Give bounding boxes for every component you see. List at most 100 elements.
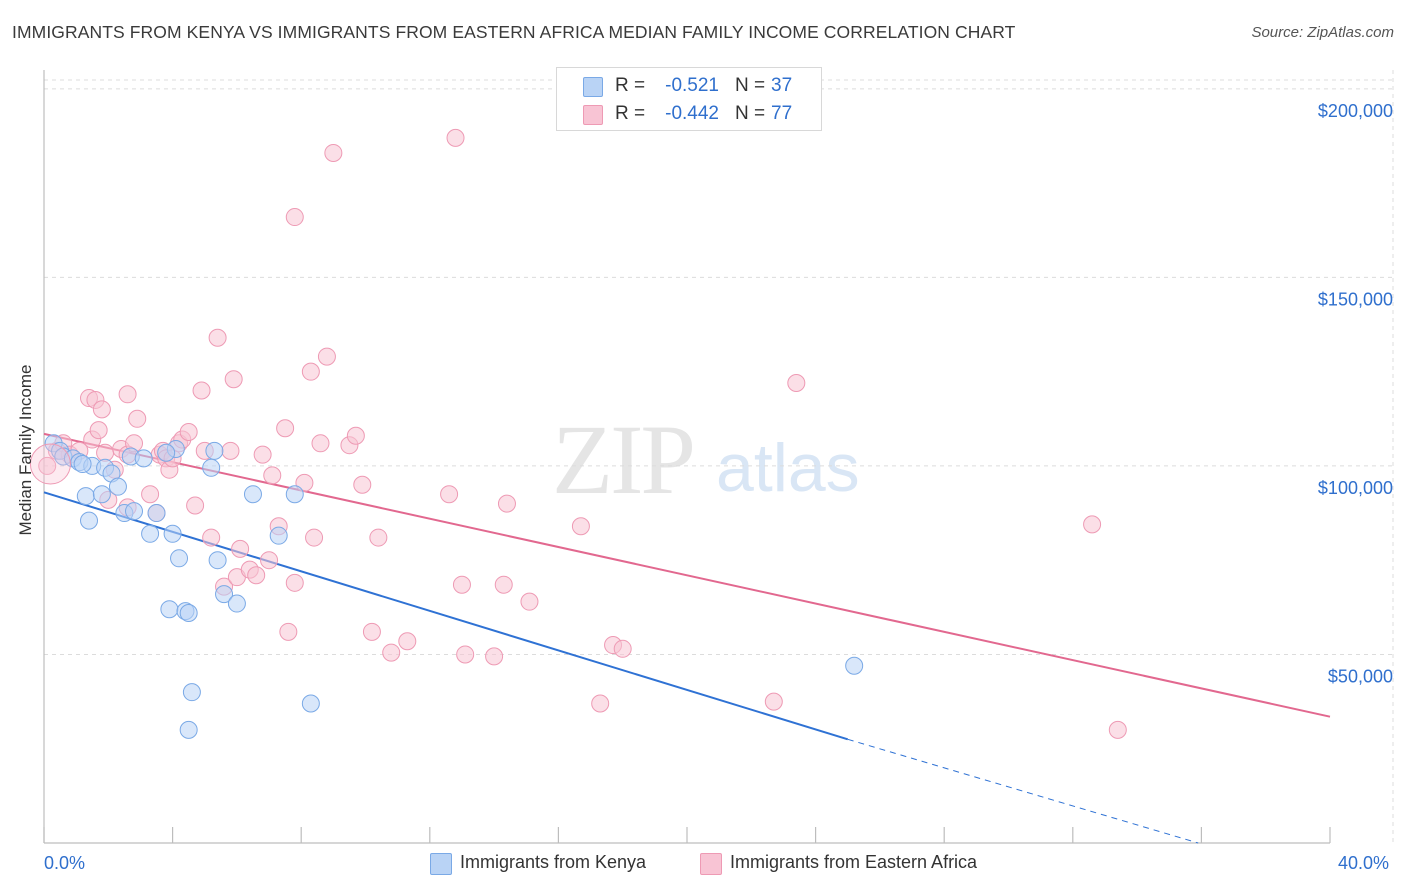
point-eastern-africa — [398, 632, 417, 651]
y-tick-label: $200,000 — [1318, 101, 1393, 121]
stats-row-kenya: R = -0.521 N = 37 — [557, 73, 821, 101]
point-eastern-africa — [208, 328, 227, 347]
point-eastern-africa — [362, 622, 381, 641]
data-points — [29, 128, 1127, 739]
point-eastern-africa — [369, 528, 388, 547]
point-eastern-africa — [440, 485, 459, 504]
point-kenya — [163, 524, 182, 543]
eastern-africa-r-label: R = — [615, 103, 646, 124]
y-axis-title-wrap: Median Family Income — [14, 300, 38, 600]
point-eastern-africa — [279, 622, 298, 641]
y-tick-label: $50,000 — [1328, 666, 1393, 686]
point-eastern-africa — [787, 373, 806, 392]
point-eastern-africa — [263, 466, 282, 485]
kenya-r-value: -0.521 — [665, 75, 719, 96]
point-eastern-africa — [382, 643, 401, 662]
point-kenya — [202, 458, 221, 477]
point-eastern-africa — [276, 419, 295, 438]
eastern-africa-n-label: N = — [735, 103, 766, 124]
tick-labels: $50,000 $100,000 $150,000 $200,000 — [1318, 101, 1393, 687]
point-eastern-africa — [520, 592, 539, 611]
legend-eastern-africa-label: Immigrants from Eastern Africa — [730, 852, 978, 872]
point-kenya — [215, 585, 234, 604]
legend-kenya-label: Immigrants from Kenya — [460, 852, 647, 872]
kenya-n-value: 37 — [771, 75, 793, 96]
point-eastern-africa — [1083, 515, 1102, 534]
x-tick-label-max: 40.0% — [1338, 853, 1390, 873]
point-eastern-africa — [311, 434, 330, 453]
point-eastern-africa — [613, 639, 632, 658]
point-eastern-africa — [231, 539, 250, 558]
x-tick-label-min: 0.0% — [44, 853, 86, 873]
y-axis-title: Median Family Income — [16, 364, 35, 536]
point-eastern-africa — [118, 385, 137, 404]
eastern-africa-swatch — [583, 105, 603, 125]
eastern-africa-n-value: 77 — [771, 103, 793, 124]
point-eastern-africa — [253, 445, 272, 464]
y-tick-label: $150,000 — [1318, 289, 1393, 309]
point-kenya — [157, 443, 176, 462]
point-eastern-africa — [285, 208, 304, 227]
point-kenya — [160, 600, 179, 619]
point-kenya — [227, 594, 246, 613]
point-eastern-africa — [494, 575, 513, 594]
source-label: Source: ZipAtlas.com — [1251, 24, 1394, 41]
point-eastern-africa — [591, 694, 610, 713]
point-kenya — [147, 504, 166, 523]
point-eastern-africa — [128, 409, 147, 428]
point-eastern-africa — [179, 422, 198, 441]
point-eastern-africa — [202, 528, 221, 547]
axes — [43, 70, 1331, 844]
point-eastern-africa — [221, 441, 240, 460]
point-eastern-africa — [260, 551, 279, 570]
point-eastern-africa — [452, 575, 471, 594]
point-eastern-africa — [224, 370, 243, 389]
kenya-swatch — [583, 77, 603, 97]
point-kenya — [845, 656, 864, 675]
point-kenya — [301, 694, 320, 713]
legend-item-eastern-africa[interactable]: Immigrants from Eastern Africa — [700, 852, 1030, 876]
point-eastern-africa — [192, 381, 211, 400]
trendline-eastern-africa — [43, 432, 1331, 718]
point-kenya — [243, 485, 262, 504]
point-kenya — [141, 524, 160, 543]
stats-row-eastern-africa: R = -0.442 N = 77 — [557, 101, 821, 129]
point-kenya — [92, 485, 111, 504]
point-kenya — [76, 487, 95, 506]
point-kenya — [134, 449, 153, 468]
point-eastern-africa — [456, 645, 475, 664]
point-kenya — [73, 455, 92, 474]
point-eastern-africa — [353, 475, 372, 494]
chart-title: IMMIGRANTS FROM KENYA VS IMMIGRANTS FROM… — [12, 22, 1016, 42]
point-eastern-africa — [305, 528, 324, 547]
kenya-r-label: R = — [615, 75, 646, 96]
point-kenya — [125, 502, 144, 521]
y-tick-label: $100,000 — [1318, 478, 1393, 498]
stats-box: R = -0.521 N = 37 R = -0.442 N = 77 — [556, 67, 822, 131]
kenya-n-label: N = — [735, 75, 766, 96]
point-kenya — [205, 441, 224, 460]
legend-item-kenya[interactable]: Immigrants from Kenya — [430, 852, 690, 876]
point-eastern-africa — [1108, 720, 1127, 739]
watermark: ZIP atlas — [552, 404, 860, 515]
point-eastern-africa — [247, 566, 266, 585]
point-eastern-africa — [497, 494, 516, 513]
point-kenya — [285, 485, 304, 504]
point-eastern-africa — [38, 456, 57, 475]
point-kenya — [179, 603, 198, 622]
point-kenya — [182, 683, 201, 702]
point-eastern-africa — [346, 426, 365, 445]
point-kenya — [208, 551, 227, 570]
point-kenya — [108, 477, 127, 496]
point-kenya — [170, 549, 189, 568]
point-kenya — [179, 720, 198, 739]
point-eastern-africa — [89, 421, 108, 440]
point-eastern-africa — [446, 128, 465, 147]
point-eastern-africa — [141, 485, 160, 504]
point-eastern-africa — [186, 496, 205, 515]
legend-kenya-swatch — [430, 853, 452, 875]
svg-text:atlas: atlas — [716, 430, 860, 506]
legend-eastern-africa-swatch — [700, 853, 722, 875]
point-eastern-africa — [285, 573, 304, 592]
